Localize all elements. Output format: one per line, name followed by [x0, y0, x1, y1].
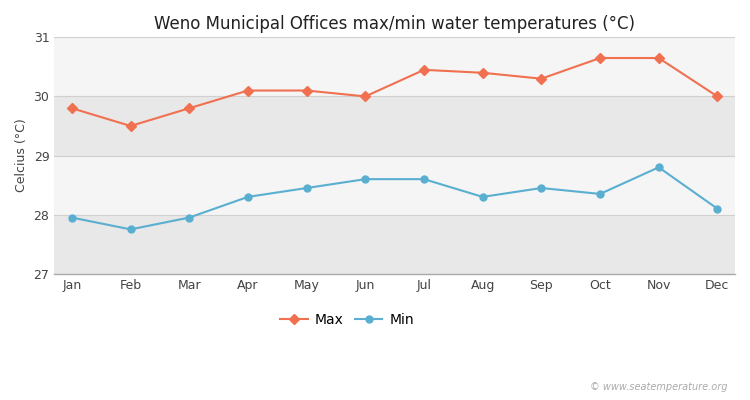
Bar [54, 156, 735, 215]
Max [654, 56, 663, 60]
Max [302, 88, 311, 93]
Max [713, 94, 722, 99]
Bar [54, 96, 735, 156]
Min [244, 194, 253, 199]
Bar [54, 215, 735, 274]
Min [713, 206, 722, 211]
Min [184, 215, 194, 220]
Line: Max: Max [68, 54, 721, 130]
Min [126, 227, 135, 232]
Min [596, 192, 604, 196]
Min [478, 194, 488, 199]
Max [68, 106, 76, 111]
Min [537, 186, 546, 190]
Max [478, 70, 488, 75]
Min [419, 177, 428, 182]
Min [302, 186, 311, 190]
Y-axis label: Celcius (°C): Celcius (°C) [15, 119, 28, 192]
Line: Min: Min [68, 164, 721, 233]
Max [596, 56, 604, 60]
Title: Weno Municipal Offices max/min water temperatures (°C): Weno Municipal Offices max/min water tem… [154, 15, 635, 33]
Max [361, 94, 370, 99]
Max [537, 76, 546, 81]
Text: © www.seatemperature.org: © www.seatemperature.org [590, 382, 728, 392]
Min [654, 165, 663, 170]
Min [68, 215, 76, 220]
Max [419, 68, 428, 72]
Max [126, 124, 135, 128]
Max [244, 88, 253, 93]
Legend: Max, Min: Max, Min [274, 308, 419, 333]
Bar [54, 37, 735, 96]
Max [184, 106, 194, 111]
Min [361, 177, 370, 182]
